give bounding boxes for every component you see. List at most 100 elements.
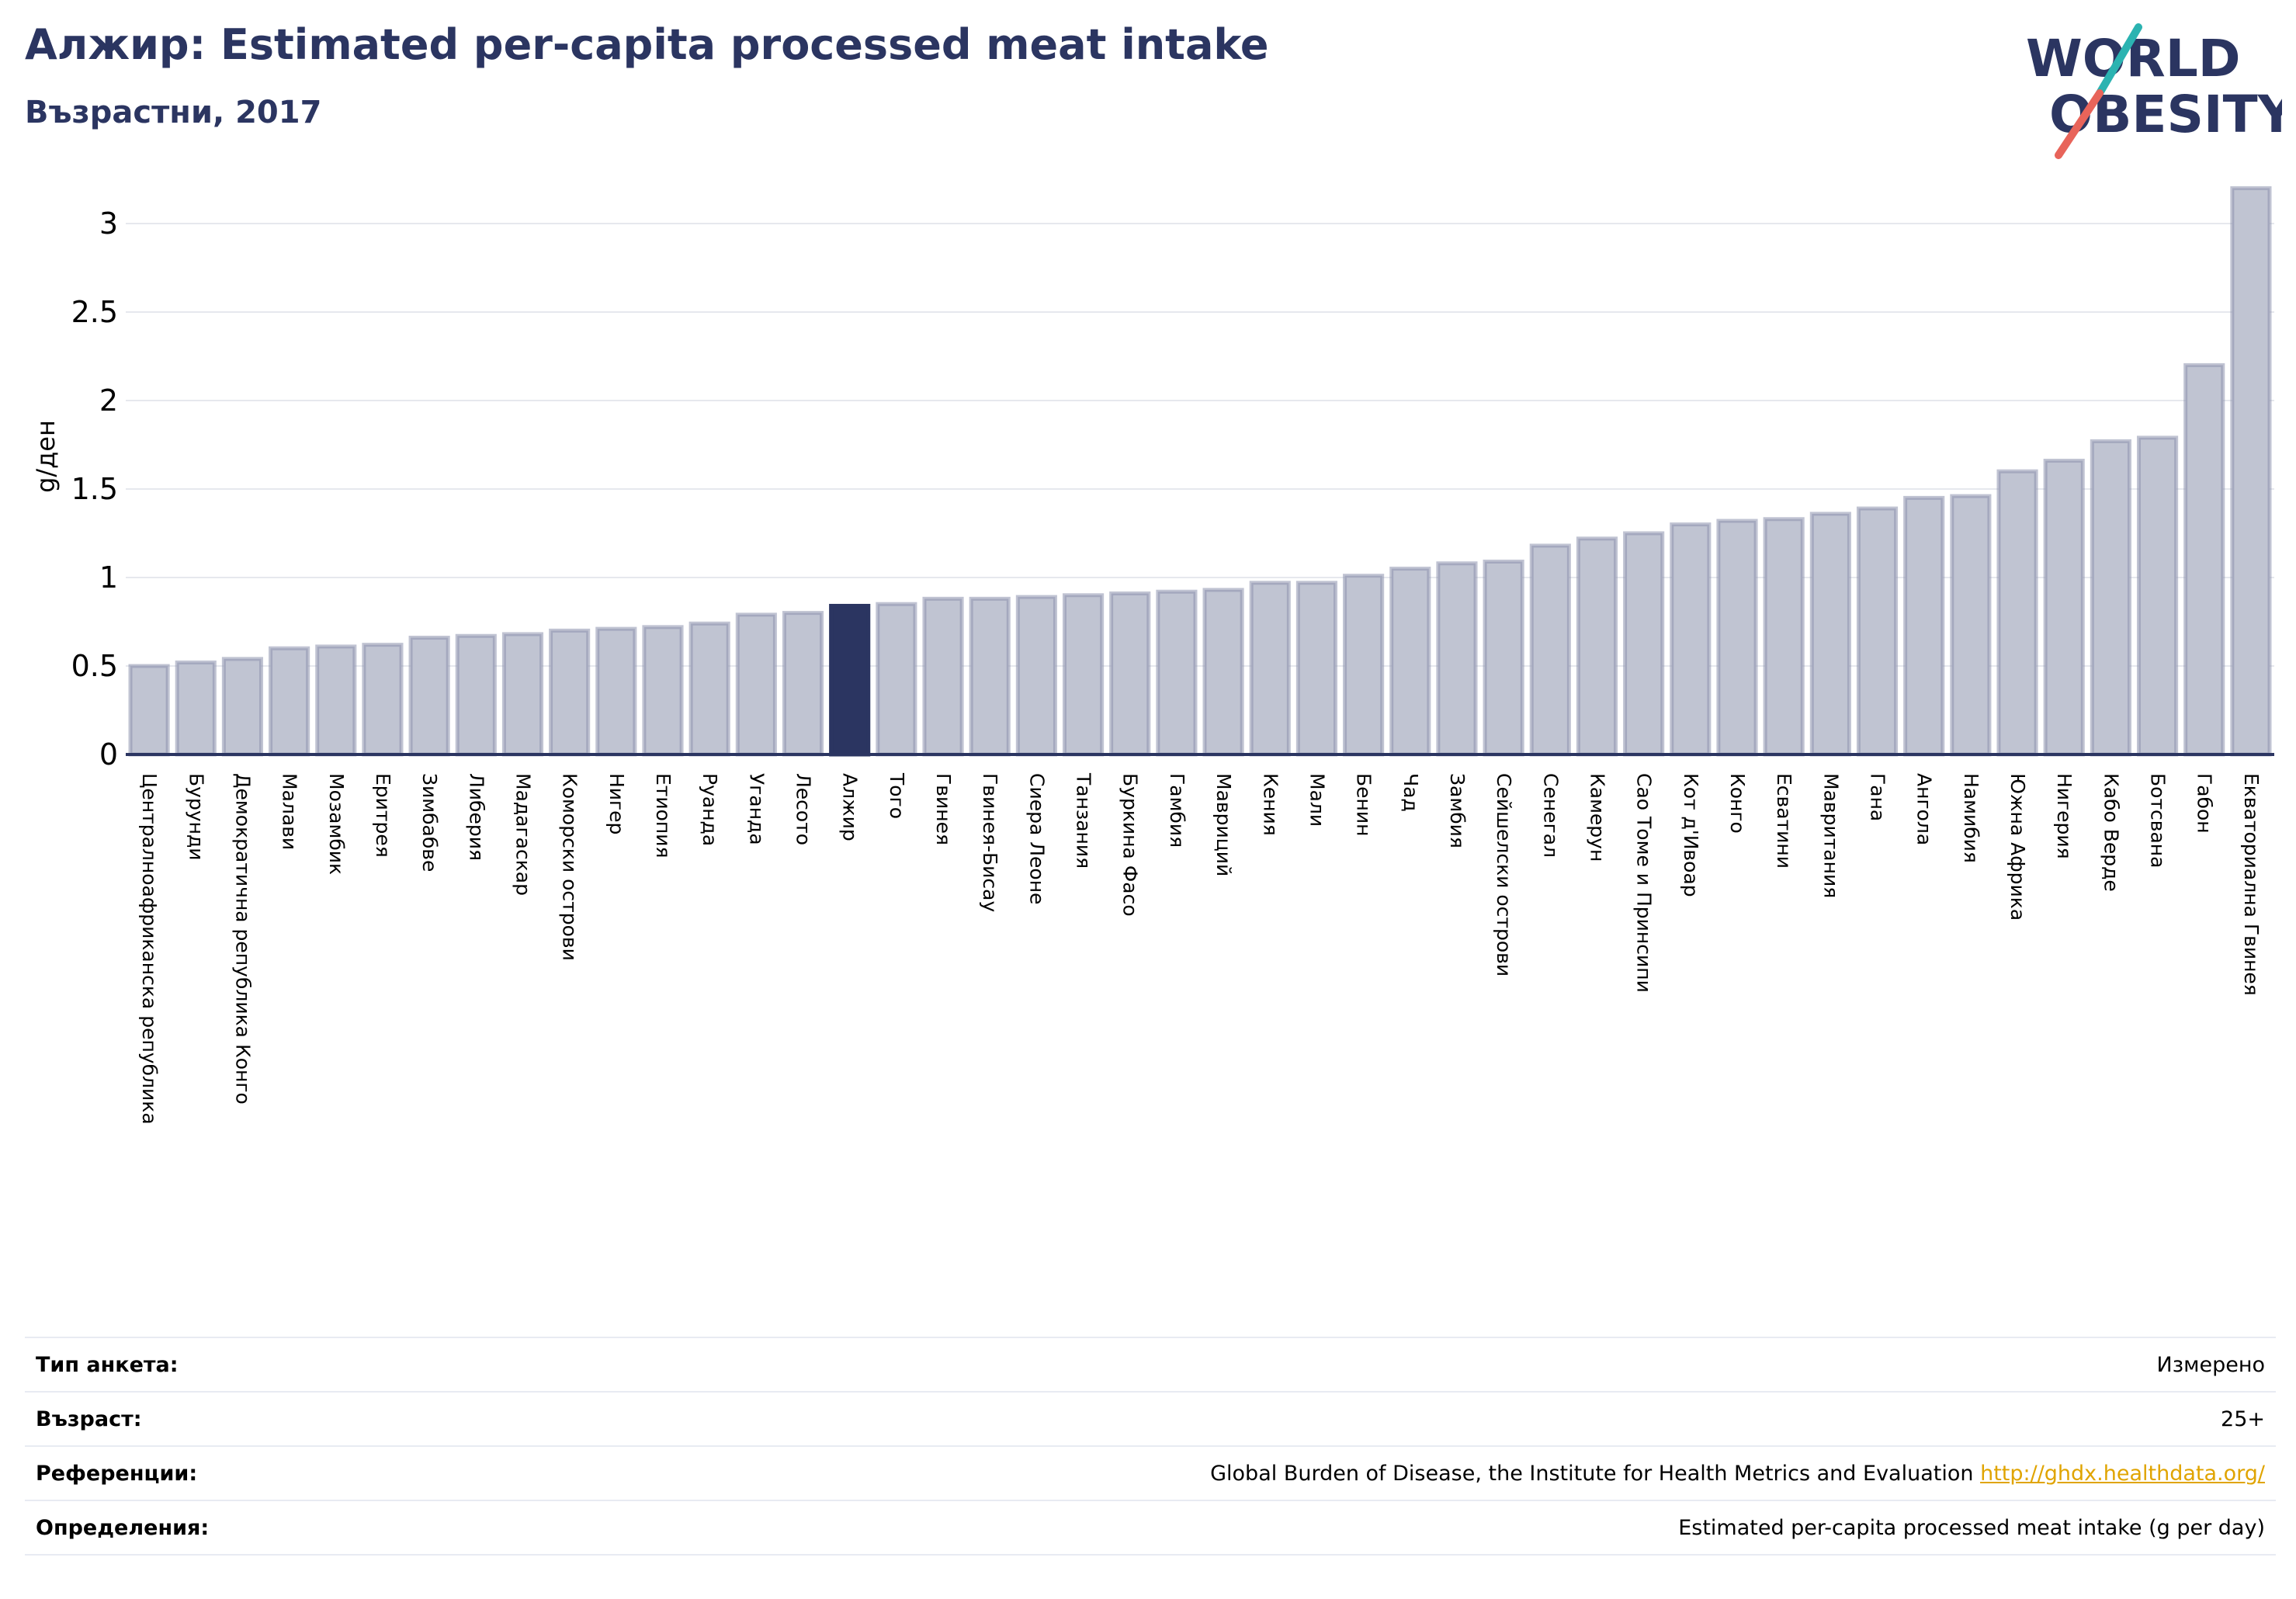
- bar: [1109, 591, 1151, 757]
- x-tick-label: Сейшелски острови: [1493, 773, 1515, 976]
- x-tick-label: Камерун: [1586, 773, 1608, 862]
- info-key: Възраст:: [36, 1406, 142, 1431]
- x-tick-label: Бенин: [1353, 773, 1375, 836]
- bar: [408, 636, 450, 757]
- info-value: Estimated per-capita processed meat inta…: [1678, 1515, 2265, 1540]
- bar: [1623, 531, 1665, 757]
- x-tick-label: Гамбия: [1166, 773, 1188, 848]
- bar: [1996, 469, 2038, 757]
- bar: [642, 625, 684, 757]
- bar-chart: 0 0.5 1 1.5 2 2.5 3 g/ден Централноафриканска ре…: [31, 186, 2274, 1125]
- bar-highlighted: [829, 603, 871, 757]
- x-tick-label: Мозамбик: [325, 773, 348, 875]
- bar: [128, 664, 170, 757]
- x-tick-label: Сенегал: [1539, 773, 1562, 858]
- bar: [2183, 362, 2225, 757]
- info-key: Тип анкета:: [36, 1352, 179, 1377]
- y-tick-label: 2: [99, 383, 118, 418]
- x-tick-label: Екваториална Гвинея: [2240, 773, 2263, 996]
- bar: [1436, 561, 1478, 757]
- info-row-age: Възраст: 25+: [25, 1392, 2276, 1446]
- x-tick-label: Кот д'Ивоар: [1680, 773, 1702, 897]
- bar: [455, 633, 497, 757]
- x-tick-label: Коморски острови: [559, 773, 581, 961]
- info-key: Определения:: [36, 1515, 210, 1540]
- y-axis-label: g/ден: [31, 420, 61, 493]
- x-tick-label: Лесото: [793, 773, 815, 845]
- bar: [2043, 459, 2085, 757]
- x-tick-label: Буркина Фасо: [1119, 773, 1142, 917]
- x-tick-label: Ангола: [1913, 773, 1936, 845]
- info-row-definitions: Определения: Estimated per-capita proces…: [25, 1500, 2276, 1555]
- x-tick-label: Южна Африка: [2006, 773, 2029, 921]
- bar: [362, 643, 404, 757]
- y-tick-label: 0: [99, 737, 118, 772]
- x-tick-label: Конго: [1726, 773, 1749, 834]
- bar: [1156, 589, 1198, 757]
- bar: [1529, 543, 1571, 757]
- x-tick-label: Гана: [1867, 773, 1889, 821]
- bar: [1062, 593, 1105, 757]
- x-tick-label: Сиера Леоне: [1025, 773, 1048, 904]
- bar: [688, 621, 730, 757]
- reference-link[interactable]: http://ghdx.healthdata.org/: [1980, 1461, 2265, 1486]
- x-tick-label: Сао Томе и Принсипи: [1633, 773, 1656, 993]
- bar: [1389, 567, 1431, 757]
- x-tick-label: Танзания: [1073, 772, 1095, 869]
- bar: [1950, 494, 1992, 757]
- bar: [315, 644, 357, 757]
- x-tick-label: Габон: [2194, 773, 2216, 834]
- bar: [2230, 186, 2272, 757]
- x-tick-label: Кабо Верде: [2100, 773, 2122, 892]
- bar: [1343, 574, 1385, 757]
- x-tick-label: Еритрея: [372, 773, 394, 858]
- bar: [922, 596, 964, 757]
- x-tick-label: Малави: [279, 773, 301, 850]
- x-tick-label: Гвинея: [932, 773, 955, 845]
- info-row-references: Референции: Global Burden of Disease, th…: [25, 1446, 2276, 1500]
- y-tick-label: 1: [99, 560, 118, 595]
- bar: [876, 602, 917, 757]
- x-tick-label: Зимбабве: [418, 773, 441, 872]
- x-tick-label: Ботсвана: [2147, 773, 2169, 868]
- bar: [1716, 519, 1758, 757]
- bar: [1483, 559, 1524, 757]
- x-tick-label: Гвинея-Бисау: [979, 773, 1001, 912]
- x-tick-label: Нигерия: [2053, 773, 2076, 859]
- bar: [1576, 536, 1618, 757]
- logo-slash-teal: [2096, 23, 2142, 97]
- bar: [969, 596, 1011, 757]
- x-tick-label: Кения: [1259, 773, 1282, 836]
- bar: [1295, 581, 1338, 757]
- bar: [595, 626, 637, 757]
- x-tick-label: Намибия: [1960, 773, 1982, 863]
- reference-text: Global Burden of Disease, the Institute …: [1210, 1461, 1974, 1486]
- x-tick-label: Руанда: [699, 773, 721, 846]
- x-tick-label: Централноафриканска република: [138, 773, 161, 1125]
- x-tick-label: Етиопия: [652, 773, 675, 858]
- x-tick-label: Уганда: [745, 773, 768, 845]
- bar: [1856, 506, 1899, 757]
- bar: [1903, 495, 1945, 757]
- x-tick-label: Чад: [1399, 773, 1422, 812]
- info-table: Тип анкета: Измерено Възраст: 25+ Рефере…: [25, 1337, 2276, 1556]
- bar: [501, 632, 544, 757]
- x-tick-label: Алжир: [839, 773, 862, 841]
- bar: [1249, 581, 1291, 757]
- y-tick-label: 0.5: [71, 649, 118, 683]
- logo-slash-red: [2055, 89, 2104, 159]
- x-tick-label: Есватини: [1773, 773, 1795, 869]
- bar: [1763, 517, 1805, 757]
- y-tick-label: 3: [99, 206, 118, 241]
- bar: [735, 612, 777, 757]
- bar: [782, 611, 824, 757]
- info-key: Референции:: [36, 1461, 198, 1486]
- info-value-references: Global Burden of Disease, the Institute …: [512, 1446, 2276, 1500]
- chart-subtitle: Възрастни, 2017: [25, 95, 322, 130]
- x-tick-label: Либерия: [465, 773, 487, 861]
- bar: [1202, 588, 1244, 757]
- info-row-survey-type: Тип анкета: Измерено: [25, 1337, 2276, 1392]
- info-value: 25+: [2221, 1406, 2265, 1431]
- x-tick-label: Мавриций: [1212, 773, 1235, 876]
- bar: [269, 646, 310, 757]
